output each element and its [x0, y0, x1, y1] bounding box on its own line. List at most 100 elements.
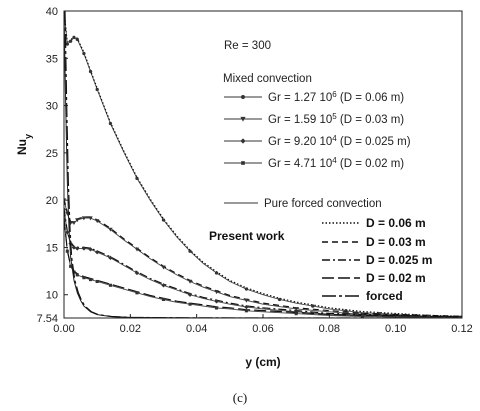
y-tick-label: 35: [46, 53, 58, 65]
data-point: [108, 283, 112, 287]
curves: [64, 11, 462, 318]
data-point: [311, 304, 315, 308]
data-point: [88, 216, 93, 221]
data-point: [360, 314, 365, 318]
present-legend-label-4: forced: [366, 289, 403, 303]
data-point: [68, 39, 73, 43]
mixed-convection-header: Mixed convection: [223, 73, 312, 85]
data-point: [75, 273, 79, 277]
data-point: [65, 42, 69, 46]
data-point: [65, 249, 69, 253]
data-point: [244, 304, 249, 310]
data-point: [427, 315, 431, 318]
data-point: [244, 298, 249, 303]
x-tick-label: 0.04: [186, 323, 207, 335]
x-tick-label: 0.12: [451, 323, 472, 335]
data-point: [64, 207, 67, 212]
forced-convection-header: Pure forced convection: [264, 198, 382, 210]
data-point: [135, 291, 139, 295]
legend: Re = 300 Mixed convection Gr = 1.27 106 (D…: [209, 40, 432, 303]
x-tick-label: 0.10: [385, 323, 406, 335]
legend-marker-1: [240, 116, 246, 122]
data-point: [188, 302, 192, 306]
present-work-line-0: [64, 11, 462, 317]
legend-marker-3: [241, 161, 245, 165]
data-point: [72, 35, 76, 40]
data-point: [214, 271, 219, 275]
legend-marker-0: [241, 95, 245, 99]
present-work-forced-line: [64, 11, 462, 318]
plot-marks: [64, 11, 462, 318]
data-point: [64, 198, 67, 203]
legend-marker-2: [240, 138, 246, 144]
data-point: [108, 227, 113, 232]
data-point: [75, 246, 80, 251]
x-tick-label: 0.00: [53, 323, 74, 335]
data-point: [64, 217, 66, 221]
data-point: [75, 37, 79, 42]
present-legend-label-2: D = 0.025 m: [366, 253, 432, 267]
data-point: [82, 51, 86, 56]
data-point: [277, 297, 282, 302]
data-point: [69, 264, 73, 268]
data-point: [214, 299, 219, 304]
data-point: [188, 249, 192, 253]
data-point: [215, 306, 219, 310]
data-point: [75, 218, 80, 223]
data-point: [88, 247, 93, 252]
data-point: [134, 270, 140, 276]
data-point: [81, 246, 87, 251]
figure-caption: (c): [232, 390, 248, 405]
y-tick-label: 30: [46, 101, 58, 113]
data-point: [244, 309, 248, 313]
data-point: [71, 245, 77, 250]
data-point: [293, 307, 299, 312]
y-tick-label: 7.54: [37, 313, 58, 325]
data-point: [294, 312, 298, 316]
data-point: [134, 247, 140, 252]
legend-label-1: Gr = 1.59 105 (D = 0.03 m): [268, 112, 404, 127]
present-work-line-2: [64, 208, 462, 317]
y-axis-label: Nuy: [15, 134, 33, 155]
y-tick-label: 25: [46, 148, 58, 160]
present-legend-label-1: D = 0.03 m: [366, 235, 426, 249]
data-point: [88, 278, 93, 282]
data-point: [161, 297, 166, 302]
x-tick-label: 0.08: [319, 323, 340, 335]
data-point: [214, 290, 219, 295]
y-tick-label: 40: [46, 6, 58, 18]
present-legend-label-0: D = 0.06 m: [366, 216, 426, 230]
data-point: [94, 249, 100, 255]
data-point: [161, 265, 166, 270]
data-point: [161, 218, 166, 222]
data-point: [65, 230, 70, 235]
data-point: [108, 255, 113, 261]
legend-label-2: Gr = 9.20 104 (D = 0.025 m): [268, 134, 411, 149]
y-tick-label: 10: [46, 290, 58, 302]
y-tick-label: 15: [46, 242, 58, 254]
data-point: [187, 279, 193, 284]
data-point: [108, 121, 113, 126]
data-point: [161, 283, 166, 288]
x-tick-label: 0.02: [120, 323, 141, 335]
data-point: [95, 279, 99, 284]
legend-label-0: Gr = 1.27 106 (D = 0.06 m): [268, 90, 404, 105]
y-tick-label: 20: [46, 195, 58, 207]
chart-svg: 7.54 10 15 20 25 30 35 40 0.00 0.02 0.04 0.06 0.08 0.…: [15, 6, 473, 369]
reynolds-annotation: Re = 300: [224, 40, 271, 52]
data-point: [71, 221, 77, 226]
data-point: [82, 276, 86, 280]
present-work-header: Present work: [209, 229, 285, 243]
data-point: [187, 292, 193, 297]
x-axis-label: y (cm): [245, 355, 280, 369]
data-point: [81, 216, 87, 221]
data-point: [244, 287, 249, 291]
x-tick-label: 0.06: [252, 323, 273, 335]
data-point: [135, 176, 139, 181]
data-point: [94, 219, 100, 224]
axes: 7.54 10 15 20 25 30 35 40 0.00 0.02 0.04 0.06 0.08 0.…: [15, 6, 473, 369]
data-point: [88, 69, 93, 74]
present-legend-label-3: D = 0.02 m: [366, 271, 426, 285]
data-point: [95, 87, 99, 92]
legend-label-3: Gr = 4.71 104 (D = 0.02 m): [268, 156, 404, 171]
